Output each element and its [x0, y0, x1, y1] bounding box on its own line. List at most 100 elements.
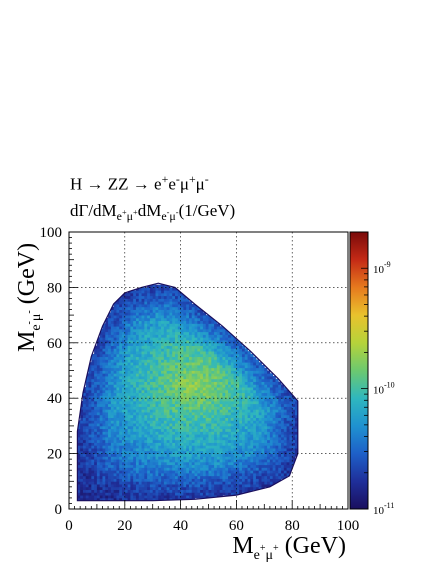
- heatmap-cell: [264, 464, 268, 468]
- heatmap-cell: [292, 439, 296, 443]
- heatmap-cell: [222, 403, 226, 407]
- heatmap-cell: [253, 389, 257, 394]
- heatmap-cell: [186, 478, 190, 482]
- heatmap-cell: [124, 436, 128, 441]
- heatmap-cell: [175, 442, 179, 446]
- heatmap-cell: [130, 290, 134, 294]
- heatmap-cell: [200, 475, 204, 479]
- heatmap-cell: [255, 464, 260, 468]
- heatmap-cell: [216, 425, 221, 430]
- heatmap-cell: [225, 340, 229, 344]
- heatmap-cell: [194, 331, 198, 335]
- heatmap-cell: [275, 412, 279, 416]
- heatmap-cell: [105, 317, 109, 322]
- heatmap-cell: [124, 384, 128, 388]
- heatmap-cell: [119, 459, 123, 463]
- heatmap-cell: [105, 484, 109, 488]
- heatmap-cell: [108, 445, 112, 449]
- heatmap-cell: [113, 459, 117, 463]
- heatmap-cell: [163, 464, 168, 468]
- heatmap-cell: [85, 448, 89, 452]
- heatmap-cell: [205, 409, 209, 413]
- heatmap-cell: [177, 461, 181, 466]
- heatmap-cell: [141, 475, 145, 479]
- heatmap-cell: [116, 364, 120, 369]
- heatmap-cell: [127, 428, 131, 432]
- heatmap-cell: [116, 378, 120, 382]
- heatmap-cell: [172, 378, 176, 382]
- heatmap-cell: [278, 436, 282, 441]
- heatmap-cell: [214, 420, 218, 424]
- heatmap-cell: [158, 453, 162, 457]
- heatmap-cell: [124, 356, 128, 360]
- heatmap-cell: [267, 414, 271, 418]
- heatmap-cell: [247, 364, 251, 369]
- heatmap-cell: [124, 376, 128, 380]
- heatmap-cell: [127, 301, 131, 305]
- heatmap-cell: [166, 448, 170, 452]
- heatmap-cell: [127, 364, 131, 369]
- heatmap-cell: [80, 420, 84, 424]
- heatmap-cell: [255, 367, 260, 371]
- heatmap-cell: [108, 417, 112, 421]
- heatmap-cell: [133, 492, 137, 496]
- heatmap-cell: [258, 448, 262, 452]
- heatmap-cell: [258, 467, 262, 471]
- heatmap-cell: [133, 417, 137, 421]
- heatmap-cell: [269, 481, 274, 485]
- heatmap-cell: [183, 406, 187, 410]
- heatmap-cell: [211, 442, 215, 446]
- heatmap-cell: [96, 373, 101, 377]
- heatmap-cell: [214, 398, 218, 402]
- heatmap-cell: [130, 406, 134, 410]
- heatmap-cell: [175, 315, 179, 319]
- heatmap-cell: [241, 489, 246, 493]
- heatmap-cell: [169, 364, 173, 369]
- heatmap-cell: [177, 337, 181, 341]
- heatmap-cell: [197, 351, 201, 355]
- heatmap-cell: [110, 362, 115, 366]
- heatmap-cell: [261, 445, 265, 449]
- heatmap-cell: [127, 420, 131, 424]
- heatmap-cell: [105, 400, 109, 405]
- heatmap-cell: [222, 470, 226, 474]
- heatmap-cell: [149, 431, 154, 435]
- heatmap-cell: [191, 484, 195, 488]
- heatmap-cell: [258, 450, 262, 454]
- heatmap-cell: [152, 423, 156, 427]
- heatmap-cell: [169, 342, 173, 346]
- heatmap-cell: [194, 381, 198, 385]
- heatmap-cell: [77, 428, 81, 432]
- heatmap-cell: [91, 461, 95, 466]
- heatmap-cell: [169, 292, 173, 297]
- heatmap-cell: [169, 301, 173, 305]
- heatmap-cell: [149, 317, 154, 322]
- heatmap-cell: [155, 334, 159, 338]
- heatmap-cell: [110, 431, 115, 435]
- heatmap-cell: [186, 351, 190, 355]
- heatmap-cell: [110, 442, 115, 446]
- heatmap-cell: [205, 326, 209, 330]
- heatmap-cell: [255, 448, 260, 452]
- heatmap-cell: [292, 450, 296, 454]
- heatmap-cell: [255, 472, 260, 477]
- heatmap-cell: [247, 400, 251, 405]
- heatmap-cell: [152, 284, 156, 288]
- heatmap-cell: [155, 328, 159, 333]
- heatmap-cell: [200, 495, 204, 499]
- heatmap-cell: [133, 378, 137, 382]
- heatmap-cell: [138, 459, 142, 463]
- heatmap-cell: [99, 442, 103, 446]
- heatmap-cell: [141, 337, 145, 341]
- heatmap-cell: [82, 434, 87, 438]
- heatmap-cell: [177, 315, 181, 319]
- heatmap-cell: [183, 486, 187, 491]
- heatmap-cell: [191, 475, 195, 479]
- heatmap-cell: [211, 364, 215, 369]
- heatmap-cell: [208, 456, 212, 460]
- heatmap-cell: [133, 315, 137, 319]
- heatmap-cell: [133, 425, 137, 430]
- heatmap-cell: [149, 395, 154, 399]
- heatmap-cell: [163, 387, 168, 391]
- heatmap-cell: [247, 359, 251, 363]
